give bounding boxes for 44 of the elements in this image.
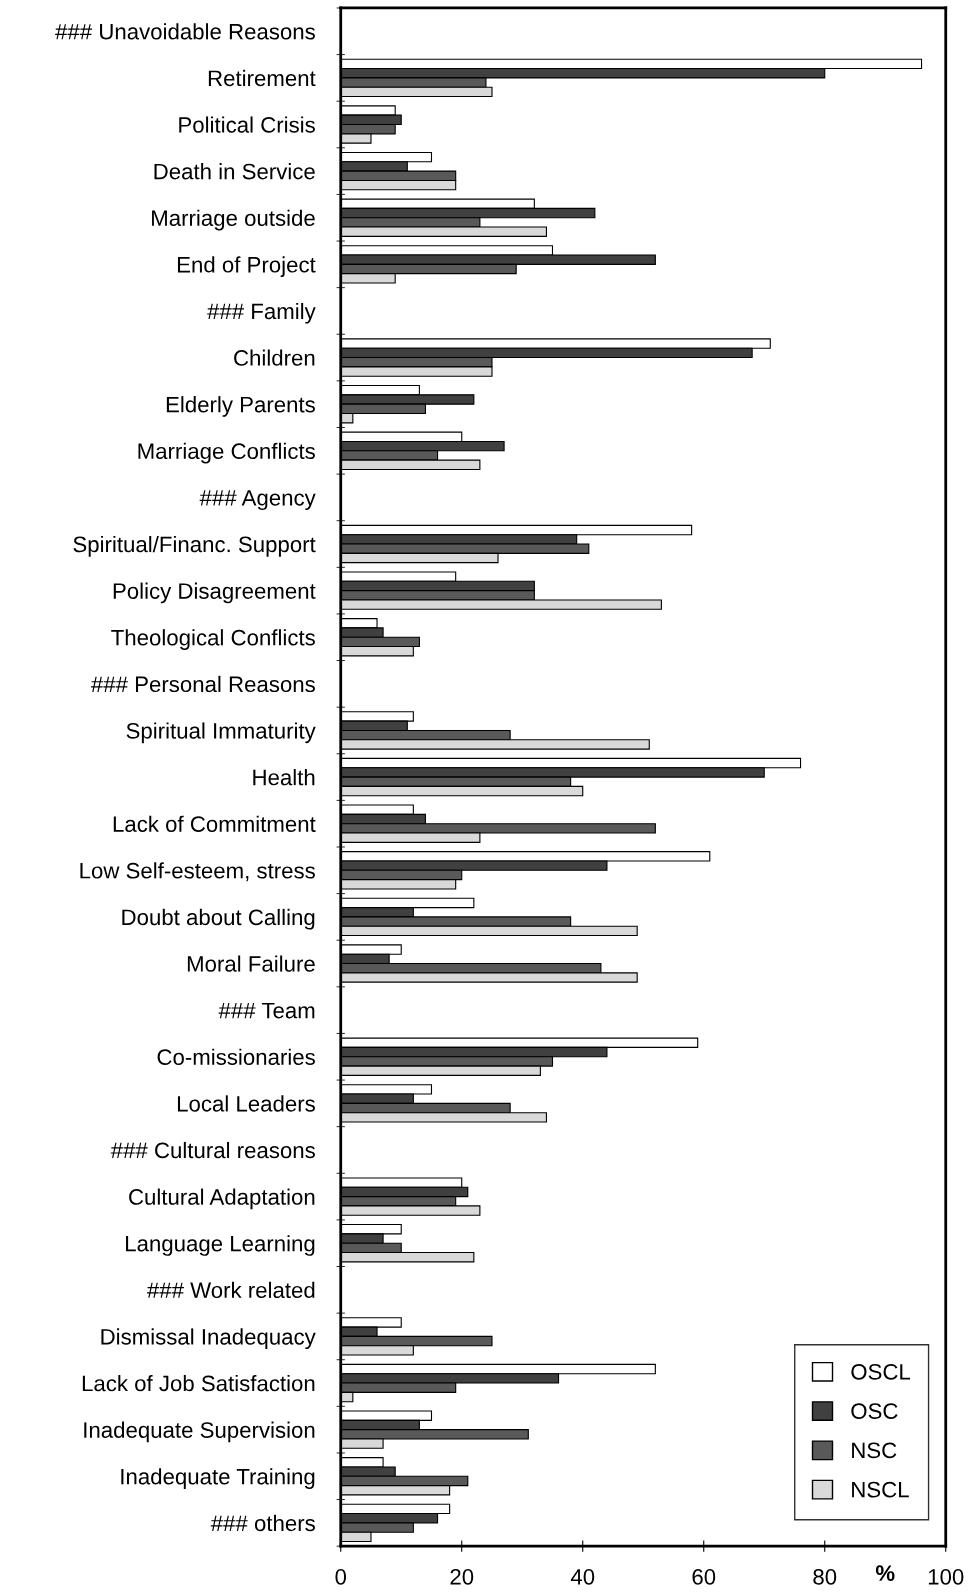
x-tick-label: 100: [928, 1568, 964, 1585]
y-tick-label: Cultural Adaptation: [129, 1188, 315, 1210]
y-tick-label: Doubt about Calling: [122, 908, 315, 930]
x-axis-title: %: [875, 1565, 895, 1581]
y-tick-label: Theological Conflicts: [111, 629, 315, 650]
y-tick-label: Local Leaders: [177, 1095, 315, 1112]
y-tick-label: Children: [234, 349, 315, 366]
legend-label: OSCL: [851, 1363, 911, 1380]
y-tick-label: Dismissal Inadequacy: [101, 1328, 316, 1350]
y-tick-label: Co-missionaries: [157, 1048, 315, 1066]
y-tick-label: ### Family: [207, 302, 316, 324]
y-tick-label: Inadequate Training: [121, 1468, 315, 1489]
y-tick-label: ### Personal Reasons: [91, 675, 315, 693]
y-tick-label: Moral Failure: [187, 955, 315, 972]
legend-label: NSC: [852, 1442, 897, 1459]
y-tick-label: Language Learning: [126, 1235, 315, 1256]
y-tick-label: Marriage outside: [152, 209, 315, 231]
y-tick-label: End of Project: [177, 256, 316, 277]
x-tick-label: 20: [450, 1568, 474, 1585]
y-tick-label: Spiritual/Financ. Support: [73, 535, 316, 557]
y-tick-label: Low Self-esteem, stress: [80, 862, 315, 882]
y-tick-label: Elderly Parents: [166, 396, 315, 417]
legend-label: NSCL: [852, 1481, 909, 1498]
y-tick-label: Lack of Job Satisfaction: [82, 1374, 315, 1392]
x-tick-label: 80: [813, 1568, 837, 1585]
x-tick-label: 60: [692, 1568, 716, 1585]
y-tick-label: Spiritual Immaturity: [126, 722, 316, 744]
y-tick-label: Policy Disagreement: [113, 582, 316, 604]
y-tick-label: ### Agency: [199, 490, 316, 511]
y-tick-label: Retirement: [208, 69, 316, 87]
y-tick-label: Marriage Conflicts: [138, 442, 315, 464]
legend-label: OSC: [851, 1403, 898, 1419]
x-tick-label: 0: [335, 1568, 347, 1585]
y-tick-label: Lack of Commitment: [113, 815, 316, 832]
x-tick-label: 40: [570, 1568, 595, 1585]
y-tick-label: ### Cultural reasons: [110, 1141, 315, 1159]
y-tick-label: Death in Service: [154, 163, 315, 180]
y-tick-label: ### Unavoidable Reasons: [55, 23, 315, 40]
y-tick-label: ### others: [210, 1514, 315, 1532]
y-tick-label: Health: [253, 769, 315, 786]
y-tick-label: ### Work related: [147, 1281, 315, 1299]
y-tick-label: Inadequate Supervision: [84, 1421, 315, 1443]
y-tick-label: ### Team: [218, 1002, 315, 1019]
y-tick-label: Political Crisis: [179, 116, 315, 133]
